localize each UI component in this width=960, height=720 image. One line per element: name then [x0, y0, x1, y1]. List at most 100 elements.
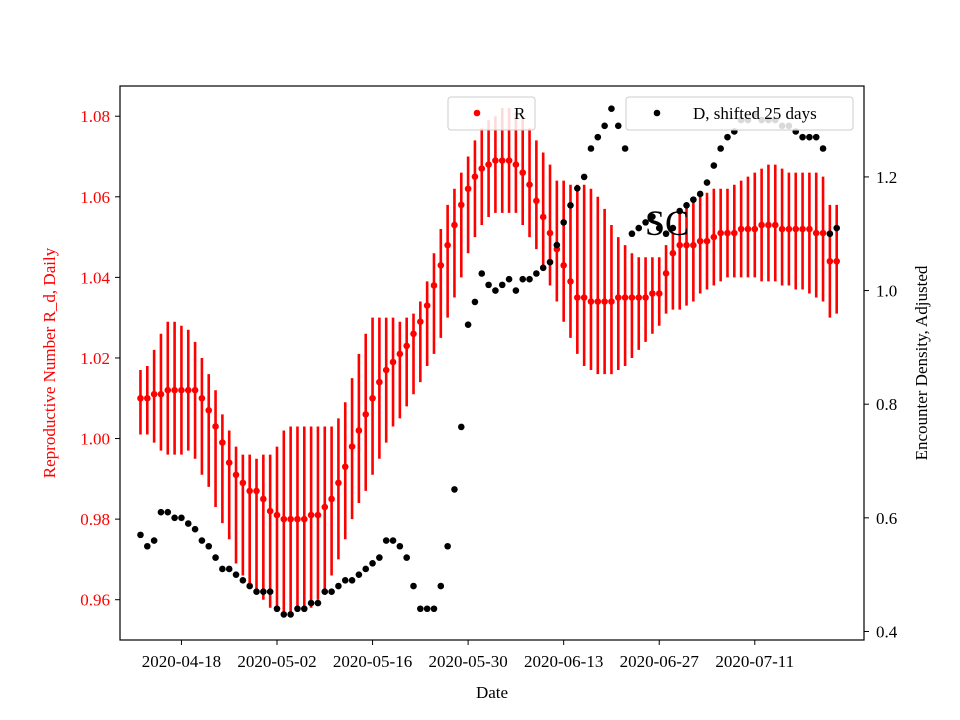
d-point	[273, 605, 281, 613]
r-point	[669, 249, 677, 257]
r-point	[628, 294, 636, 301]
left-y-tick-label: 1.06	[80, 188, 110, 207]
left-y-tick-label: 1.08	[80, 107, 110, 126]
right-y-axis: 0.4 0.6 0.8 1.0 1.2	[864, 168, 898, 641]
r-point	[198, 394, 206, 402]
d-point	[396, 542, 404, 550]
r-point	[662, 270, 670, 277]
r-point	[512, 161, 520, 168]
r-point	[273, 511, 281, 519]
d-point	[553, 241, 561, 249]
d-point	[410, 582, 417, 590]
d-point	[812, 133, 820, 141]
r-point	[212, 423, 219, 430]
r-point	[376, 378, 383, 386]
d-point	[389, 537, 397, 544]
d-point	[287, 611, 294, 618]
d-point	[437, 582, 445, 590]
d-point	[417, 605, 424, 613]
r-point	[580, 294, 588, 301]
x-axis-label: Date	[476, 683, 508, 702]
d-point	[307, 599, 315, 607]
d-point	[369, 559, 376, 567]
d-point	[457, 423, 465, 431]
left-y-tick-label: 1.00	[80, 430, 110, 449]
r-point	[239, 479, 247, 487]
r-point	[587, 298, 595, 305]
d-point	[724, 133, 731, 141]
r-point	[362, 411, 370, 418]
r-point	[280, 515, 288, 523]
d-point	[335, 582, 342, 590]
d-point	[649, 213, 656, 220]
x-tick-label: 2020-04-18	[142, 652, 221, 671]
r-point	[601, 298, 608, 305]
r-point	[492, 157, 499, 164]
r-point	[819, 229, 827, 237]
d-point	[191, 525, 199, 533]
left-y-axis: 0.96 0.98 1.00 1.02 1.04 1.06 1.08	[80, 107, 120, 610]
d-point	[710, 162, 718, 169]
d-point	[239, 577, 247, 584]
d-point	[512, 287, 520, 294]
d-point	[219, 565, 226, 573]
x-tick-label: 2020-05-02	[237, 652, 316, 671]
r-point	[806, 225, 813, 233]
left-y-tick-label: 0.98	[80, 510, 110, 529]
d-point	[328, 588, 335, 596]
d-point	[382, 537, 390, 544]
d-point	[198, 537, 206, 544]
d-point	[266, 588, 274, 596]
r-point	[205, 407, 213, 414]
r-point	[744, 225, 752, 233]
r-point	[608, 298, 615, 305]
r-point	[382, 366, 390, 374]
r-point	[635, 294, 643, 301]
sc-annotation: SC	[645, 203, 689, 243]
r-point	[642, 294, 649, 301]
r-point	[771, 221, 779, 229]
r-point	[341, 463, 349, 471]
r-point	[690, 241, 697, 249]
r-point	[335, 479, 342, 487]
right-y-tick-label: 1.2	[876, 168, 897, 187]
r-point	[737, 225, 745, 233]
d-point	[690, 196, 697, 203]
d-point	[717, 145, 724, 152]
d-point	[826, 230, 834, 238]
d-point	[150, 537, 158, 544]
right-y-axis-label: Encounter Density, Adjusted	[912, 265, 931, 460]
d-point	[696, 190, 704, 198]
d-point	[178, 514, 185, 522]
d-point	[246, 582, 253, 590]
d-point	[539, 264, 547, 272]
d-point	[485, 281, 492, 289]
r-point	[799, 225, 806, 233]
r-point	[157, 390, 165, 398]
r-point	[471, 173, 479, 180]
d-point	[348, 577, 356, 584]
d-point	[403, 554, 410, 561]
r-point	[649, 290, 656, 297]
d-point	[171, 514, 178, 522]
d-point	[430, 605, 438, 613]
d-point	[608, 105, 615, 113]
d-point	[505, 275, 513, 283]
r-point	[785, 225, 793, 233]
r-point	[348, 443, 356, 450]
x-tick-label: 2020-05-30	[428, 652, 507, 671]
r-point	[246, 487, 253, 495]
r-point	[225, 459, 233, 467]
d-point	[498, 281, 506, 289]
r-point	[560, 261, 567, 269]
r-point	[594, 298, 602, 305]
r-point	[389, 358, 397, 366]
d-point	[253, 588, 260, 596]
d-point	[232, 571, 240, 578]
r-point	[451, 221, 458, 229]
d-point	[444, 542, 451, 550]
left-y-tick-label: 0.96	[80, 591, 110, 610]
x-tick-label: 2020-06-27	[620, 652, 700, 671]
r-point	[144, 394, 151, 402]
r-point	[403, 342, 410, 350]
